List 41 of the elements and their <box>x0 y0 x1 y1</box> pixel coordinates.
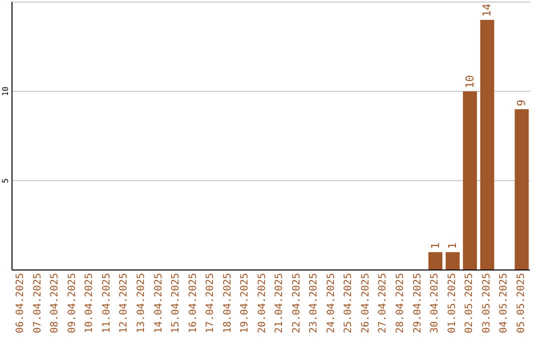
x-tick-label: 22.04.2025 <box>291 273 302 334</box>
x-tick-label: 26.04.2025 <box>360 273 372 334</box>
x-tick-label: 29.04.2025 <box>412 273 424 334</box>
x-tick-label: 09.04.2025 <box>66 273 78 334</box>
y-tick-label: 5 <box>1 178 10 184</box>
x-tick-label: 04.05.2025 <box>498 273 510 334</box>
bar <box>446 252 460 270</box>
x-tick-label: 25.04.2025 <box>343 273 354 334</box>
bar <box>514 109 529 270</box>
x-tick-label: 07.04.2025 <box>32 273 44 334</box>
data-label: 10 <box>463 75 476 88</box>
x-tick-label: 23.04.2025 <box>308 273 320 334</box>
x-tick-label: 11.04.2025 <box>101 273 112 334</box>
data-label: 1 <box>446 242 460 250</box>
x-tick-label: 01.05.2025 <box>446 273 458 334</box>
x-tick-label: 19.04.2025 <box>240 273 251 334</box>
x-tick-label: 06.04.2025 <box>15 273 26 334</box>
x-tick-label: 05.05.2025 <box>516 273 527 334</box>
x-tick-label: 20.04.2025 <box>256 273 268 334</box>
bar <box>480 20 494 270</box>
x-tick-label: 18.04.2025 <box>222 273 234 334</box>
x-tick-label: 14.04.2025 <box>153 273 164 334</box>
data-label: 1 <box>428 242 442 250</box>
x-tick-label: 02.05.2025 <box>464 273 476 334</box>
x-tick-label: 12.04.2025 <box>118 273 130 334</box>
x-tick-label: 15.04.2025 <box>170 273 182 334</box>
x-tick-label: 13.04.2025 <box>136 273 147 334</box>
bar <box>462 91 477 270</box>
x-tick-label: 24.04.2025 <box>326 273 337 334</box>
data-label: 9 <box>515 100 528 106</box>
x-tick-label: 17.04.2025 <box>205 273 216 334</box>
x-tick-label: 10.04.2025 <box>84 273 96 334</box>
x-tick-label: 27.04.2025 <box>378 273 389 334</box>
x-tick-label: 28.04.2025 <box>395 273 406 334</box>
x-tick-label: 21.04.2025 <box>274 273 286 334</box>
x-tick-label: 08.04.2025 <box>50 273 61 334</box>
bar <box>428 252 442 270</box>
x-tick-label: 16.04.2025 <box>188 273 199 334</box>
x-tick-label: 30.04.2025 <box>430 273 441 334</box>
data-label: 14 <box>480 3 494 17</box>
x-tick-label: 03.05.2025 <box>481 273 492 334</box>
